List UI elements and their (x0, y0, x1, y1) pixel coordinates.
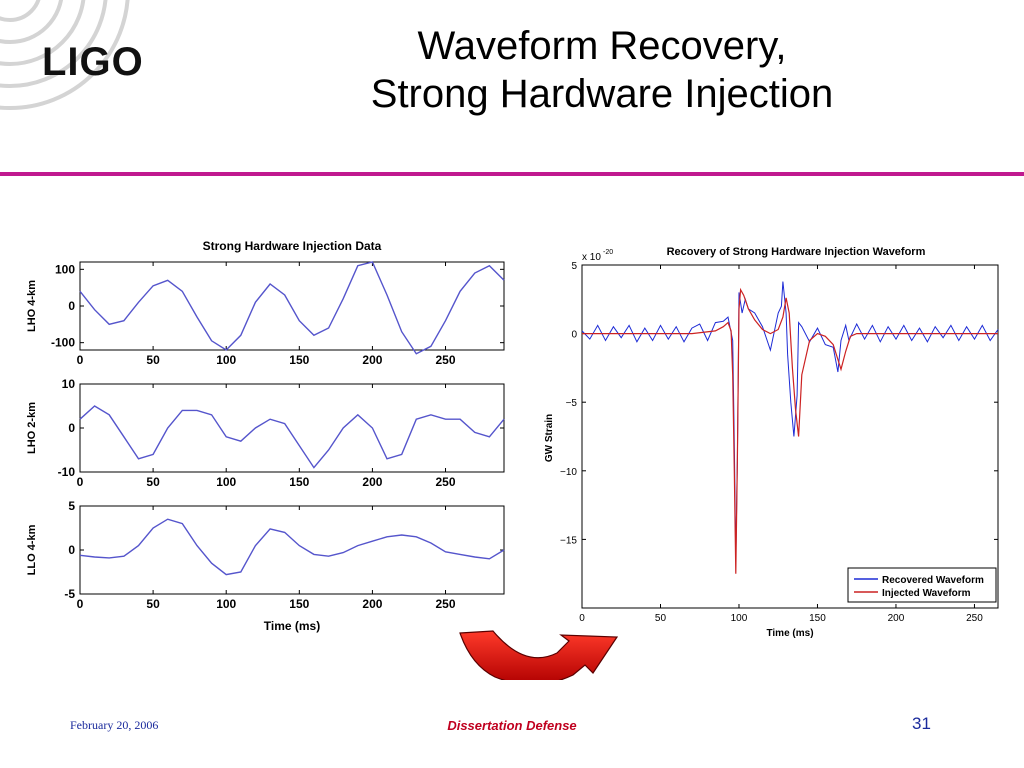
x-tick-label: 250 (966, 613, 983, 624)
ligo-logo: LIGO (0, 0, 170, 120)
chart-title: Strong Hardware Injection Data (203, 239, 382, 253)
series-line (79, 518, 505, 576)
y-tick-label: −5 (566, 398, 578, 409)
y-tick-label: 5 (571, 261, 577, 272)
x-tick-label: 100 (216, 597, 236, 611)
legend-box (847, 567, 997, 603)
chart-title: Recovery of Strong Hardware Injection Wa… (667, 246, 926, 258)
x-tick-label: 50 (146, 597, 160, 611)
recovery-figure: Recovery of Strong Hardware Injection Wa… (540, 238, 1015, 648)
x-tick-label: 150 (289, 475, 309, 489)
x-axis-label: Time (ms) (264, 619, 320, 633)
series-line (79, 405, 505, 469)
y-tick-label: 0 (68, 421, 75, 435)
x-tick-label: 0 (579, 613, 585, 624)
x-tick-label: 250 (436, 353, 456, 367)
slide-title-line-1: Waveform Recovery, (417, 24, 787, 68)
x-tick-label: 200 (888, 613, 905, 624)
footer-date: February 20, 2006 (70, 718, 159, 732)
x-tick-label: 150 (809, 613, 826, 624)
legend-label: Injected Waveform (882, 588, 971, 599)
plot-frame (581, 264, 999, 609)
x-tick-label: 0 (77, 475, 84, 489)
title-divider (0, 172, 1024, 176)
x-axis-label: Time (ms) (766, 628, 813, 639)
y-tick-label: 5 (68, 499, 75, 513)
curved-arrow-graphic (459, 630, 619, 686)
y-axis-label: GW Strain (544, 414, 555, 462)
y-tick-label: 0 (68, 543, 75, 557)
recovery-chart: Recovery of Strong Hardware Injection Wa… (544, 246, 999, 639)
y-multiplier-label: x 10 (582, 252, 601, 263)
x-tick-label: 100 (731, 613, 748, 624)
legend-label: Recovered Waveform (882, 575, 984, 586)
injected-waveform-line (582, 287, 998, 574)
x-tick-label: 250 (436, 475, 456, 489)
x-tick-label: 0 (77, 597, 84, 611)
x-tick-label: 150 (289, 597, 309, 611)
recovered-waveform-line (581, 281, 999, 561)
slide-title-line-2: Strong Hardware Injection (370, 72, 834, 116)
y-tick-label: -10 (58, 465, 76, 479)
footer-talk-title: Dissertation Defense (447, 718, 577, 733)
ligo-logo-graphic: LIGO (0, 0, 144, 110)
y-tick-label: -100 (51, 336, 75, 350)
x-tick-label: 200 (362, 597, 382, 611)
panel-frame (79, 383, 505, 473)
y-tick-label: 0 (571, 330, 577, 341)
y-multiplier-exponent: -20 (603, 249, 613, 256)
y-tick-label: −10 (560, 467, 577, 478)
page-number: 31 (912, 714, 931, 733)
x-tick-label: 250 (436, 597, 456, 611)
panel-frame (79, 261, 505, 351)
curved-arrow-icon (455, 625, 625, 686)
x-tick-label: 50 (146, 353, 160, 367)
y-tick-label: −15 (560, 535, 577, 546)
panel-frame (79, 505, 505, 595)
series-line (79, 261, 505, 355)
y-tick-label: 100 (55, 262, 75, 276)
x-tick-label: 50 (655, 613, 667, 624)
panel-y-label: LHO 4-km (26, 280, 38, 332)
x-tick-label: 150 (289, 353, 309, 367)
x-tick-label: 50 (146, 475, 160, 489)
y-tick-label: -5 (64, 587, 75, 601)
panel-y-label: LHO 2-km (26, 402, 38, 454)
y-tick-label: 0 (68, 299, 75, 313)
x-tick-label: 200 (362, 353, 382, 367)
injection-data-figure: Strong Hardware Injection Data 0 50 100 150 2… (20, 232, 520, 642)
x-tick-label: 0 (77, 353, 84, 367)
x-tick-label: 100 (216, 475, 236, 489)
slide-title: Waveform Recovery, Strong Hardware Injec… (180, 22, 1024, 118)
x-tick-label: 200 (362, 475, 382, 489)
ligo-logo-text: LIGO (42, 40, 144, 84)
x-tick-label: 100 (216, 353, 236, 367)
y-tick-label: 10 (62, 377, 76, 391)
panel-y-label: LLO 4-km (26, 524, 38, 575)
